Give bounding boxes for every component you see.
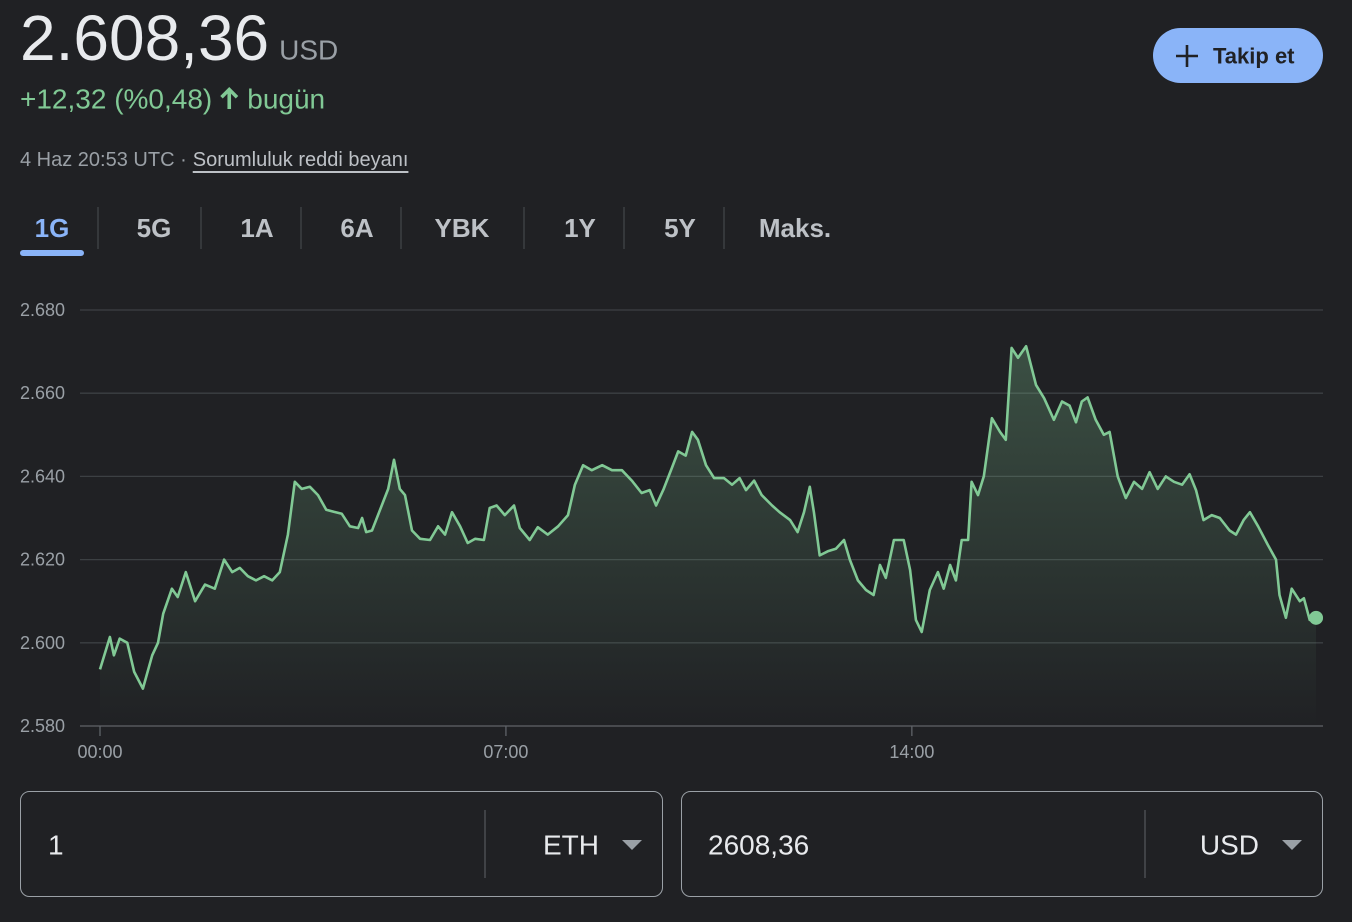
follow-button-bg[interactable] bbox=[1153, 28, 1323, 83]
y-tick-label: 2.580 bbox=[20, 716, 65, 736]
range-tab[interactable]: 6A bbox=[340, 213, 373, 243]
to-amount[interactable]: 2608,36 bbox=[708, 830, 809, 861]
dropdown-arrow[interactable] bbox=[1282, 840, 1302, 850]
from-amount[interactable]: 1 bbox=[48, 830, 64, 861]
price-currency: USD bbox=[279, 35, 338, 66]
price-line bbox=[98, 344, 1317, 690]
to-box[interactable] bbox=[681, 791, 1323, 897]
last-point bbox=[1309, 610, 1324, 625]
price-change: +12,32 (%0,48) bbox=[20, 84, 212, 115]
from-currency[interactable]: ETH bbox=[543, 830, 599, 861]
dropdown-arrow[interactable] bbox=[622, 840, 642, 850]
area-fill bbox=[100, 346, 1317, 726]
y-tick-label: 2.600 bbox=[20, 633, 65, 653]
range-tab[interactable]: 5G bbox=[137, 213, 172, 243]
y-tick-label: 2.660 bbox=[20, 383, 65, 403]
x-tick-label: 00:00 bbox=[77, 742, 122, 762]
up-arrow-icon bbox=[220, 87, 239, 109]
chart: 2.580 2.600 2.620 2.640 2.660 2.680 00:00 07:00… bbox=[20, 300, 1324, 762]
y-tick-label: 2.680 bbox=[20, 300, 65, 320]
x-tick-label: 07:00 bbox=[483, 742, 528, 762]
follow-button[interactable]: Takip et bbox=[1153, 28, 1323, 83]
range-tab[interactable]: 5Y bbox=[664, 213, 696, 243]
disclaimer-link[interactable]: Sorumluluk reddi beyanı bbox=[193, 149, 409, 171]
range-tab[interactable]: 1Y bbox=[564, 213, 596, 243]
plus-icon[interactable] bbox=[1176, 45, 1198, 67]
timestamp: 4 Haz 20:53 UTC · bbox=[20, 149, 187, 171]
range-tabs: 1G 5G 1A 6A YBK 1Y 5Y Maks. bbox=[20, 207, 831, 256]
range-tab[interactable]: 1A bbox=[240, 213, 273, 243]
follow-button-label[interactable]: Takip et bbox=[1213, 44, 1295, 69]
range-tab[interactable]: 1G bbox=[35, 213, 70, 243]
x-tick-label: 14:00 bbox=[889, 742, 934, 762]
from-box[interactable] bbox=[20, 791, 663, 897]
active-tab-indicator bbox=[20, 250, 84, 256]
converter: 1 ETH 2608,36 USD bbox=[20, 791, 1323, 897]
to-currency[interactable]: USD bbox=[1200, 830, 1259, 861]
range-tab[interactable]: Maks. bbox=[759, 213, 831, 243]
change-period: bugün bbox=[247, 84, 325, 115]
y-tick-label: 2.620 bbox=[20, 550, 65, 570]
price: 2.608,36 bbox=[20, 2, 269, 74]
y-tick-label: 2.640 bbox=[20, 466, 65, 486]
range-tab[interactable]: YBK bbox=[435, 213, 490, 243]
